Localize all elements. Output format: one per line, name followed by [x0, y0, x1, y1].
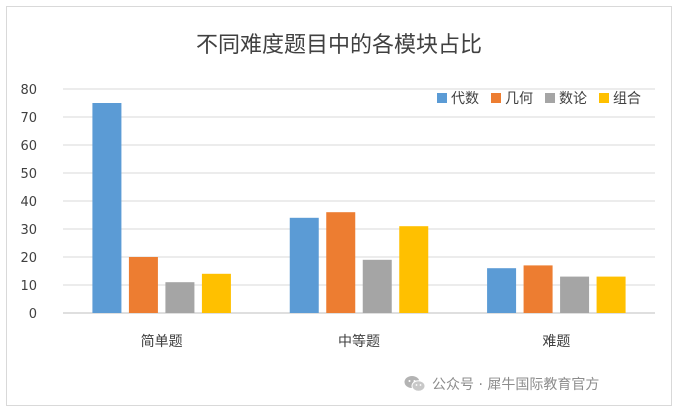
- y-tick-label: 20: [20, 251, 37, 266]
- bar-几何-难题: [523, 265, 553, 313]
- watermark: 公众号 · 犀牛国际教育官方: [404, 373, 599, 395]
- bar-代数-简单题: [92, 103, 122, 313]
- legend-swatch: [545, 93, 555, 103]
- legend: 代数 几何 数论 组合: [437, 91, 641, 107]
- y-tick-label: 60: [20, 139, 37, 154]
- bar-代数-难题: [487, 268, 517, 313]
- gridlines: [63, 88, 655, 314]
- bar-组合-难题: [596, 276, 626, 313]
- legend-swatch: [437, 93, 447, 103]
- legend-label: 几何: [505, 91, 533, 107]
- y-axis-ticks: 0 10 20 30 40 50 60 70 80: [20, 83, 37, 322]
- y-tick-label: 30: [20, 223, 37, 238]
- x-category-label: 难题: [542, 334, 570, 350]
- x-category-label: 中等题: [338, 333, 380, 350]
- y-tick-label: 0: [29, 307, 37, 322]
- y-tick-label: 70: [20, 111, 37, 126]
- legend-label: 数论: [559, 91, 587, 107]
- bars: [92, 103, 626, 313]
- y-tick-label: 50: [20, 167, 37, 182]
- chart-title: 不同难度题目中的各模块占比: [196, 33, 482, 58]
- x-axis-categories: 简单题 中等题 难题: [141, 333, 571, 350]
- y-tick-label: 10: [20, 279, 37, 294]
- bar-几何-中等题: [326, 212, 356, 313]
- watermark-text: 公众号 · 犀牛国际教育官方: [432, 377, 600, 393]
- x-category-label: 简单题: [141, 333, 183, 350]
- y-tick-label: 80: [20, 83, 37, 98]
- y-tick-label: 40: [20, 195, 37, 210]
- legend-label: 组合: [613, 91, 641, 107]
- bar-数论-难题: [560, 276, 590, 313]
- bar-组合-中等题: [399, 226, 429, 313]
- legend-swatch: [599, 93, 609, 103]
- bar-数论-简单题: [165, 282, 195, 313]
- wechat-icon: [404, 376, 426, 392]
- legend-swatch: [491, 93, 501, 103]
- legend-label: 代数: [451, 91, 479, 107]
- bar-代数-中等题: [289, 217, 319, 313]
- bar-几何-简单题: [128, 257, 158, 313]
- bar-数论-中等题: [362, 259, 392, 313]
- bar-组合-简单题: [201, 273, 231, 313]
